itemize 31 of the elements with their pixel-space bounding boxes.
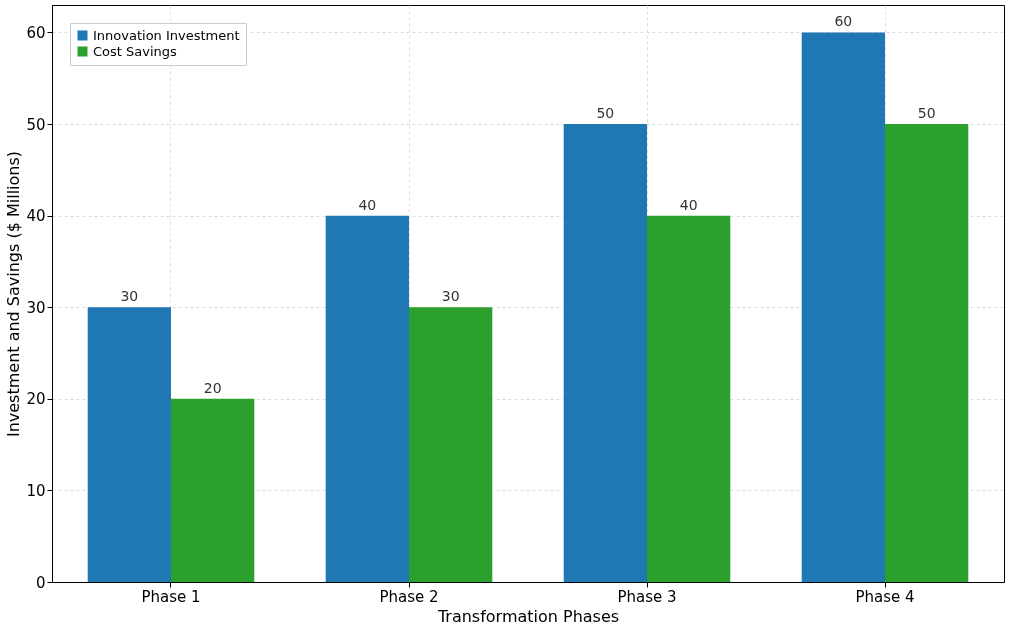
data-label: 60 [834,13,853,30]
y-tick-label: 30 [26,298,46,317]
y-tick-label: 60 [26,23,46,42]
y-tick-label: 20 [26,390,46,409]
x-axis-title: Transformation Phases [436,606,620,626]
x-tick-label: Phase 2 [379,587,439,606]
y-tick-label: 0 [35,573,46,592]
y-tick-label: 10 [26,481,46,500]
bar [87,307,171,582]
y-tick-label: 50 [26,115,46,134]
legend-label: Cost Savings [93,43,178,59]
bar [563,124,647,582]
x-tick-label: Phase 3 [617,587,677,606]
y-axis-title: Investment and Savings ($ Millions) [4,150,24,438]
data-label: 50 [596,105,615,122]
data-label: 50 [917,105,936,122]
data-label: 40 [679,196,698,213]
y-tick-label: 40 [26,207,46,226]
data-label: 40 [358,196,377,213]
bar [801,32,885,582]
data-label: 20 [203,379,222,396]
data-label: 30 [441,288,460,305]
data-label: 30 [120,288,139,305]
x-tick-label: Phase 4 [855,587,915,606]
bar [171,398,255,582]
x-tick-label: Phase 1 [141,587,201,606]
bar [409,307,493,582]
bar [647,215,731,582]
legend-label: Innovation Investment [93,27,240,43]
bar [885,124,969,582]
bar [325,215,409,582]
